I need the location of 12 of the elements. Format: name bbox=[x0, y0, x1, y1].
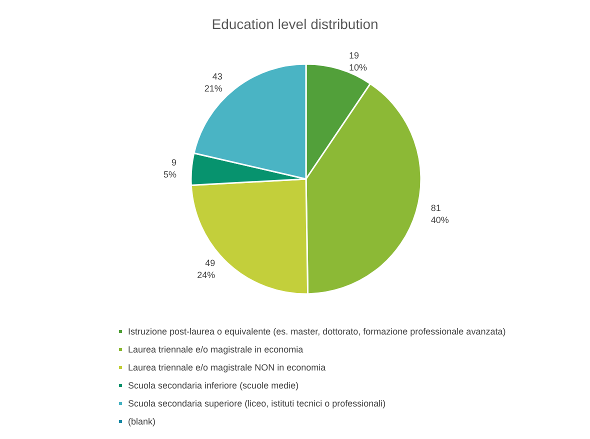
data-label: 43 21% bbox=[204, 72, 222, 94]
data-label: 49 24% bbox=[197, 258, 216, 280]
chart-title: Education level distribution bbox=[212, 16, 378, 32]
legend-label: (blank) bbox=[128, 416, 156, 426]
data-label: 81 40% bbox=[430, 203, 449, 226]
legend-label: Laurea triennale e/o magistrale NON in economia bbox=[128, 362, 326, 372]
legend-label: Scuola secondaria inferiore (scuole medie) bbox=[128, 380, 299, 390]
data-label: 9 5% bbox=[163, 157, 176, 180]
legend-label: Istruzione post-laurea o equivalente (es. master, dottorato, formazione professionale avanzata) bbox=[128, 326, 506, 336]
data-label: 19 10% bbox=[348, 50, 368, 72]
legend-label: Laurea triennale e/o magistrale in economia bbox=[128, 344, 304, 354]
legend-label: Scuola secondaria superiore (liceo, istituti tecnici o professionali) bbox=[128, 398, 386, 408]
